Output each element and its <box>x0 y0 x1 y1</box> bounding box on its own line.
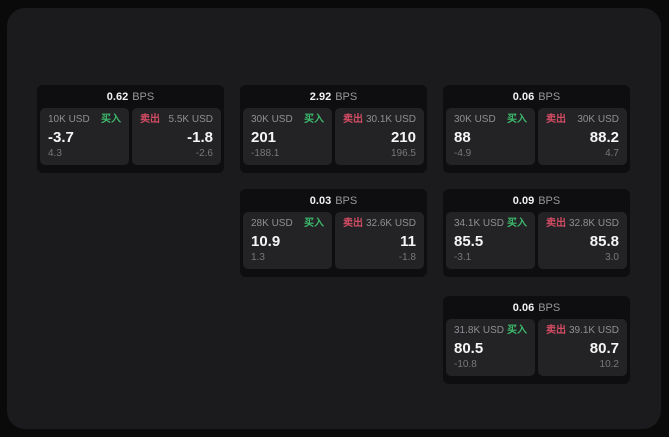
buy-delta: 1.3 <box>251 252 265 263</box>
buy-label: 买入 <box>101 114 121 125</box>
quote-card: 2.92 BPS 30K USD 买入 201 -188.1 卖出 30.1K … <box>240 85 427 173</box>
bps-value: 0.09 <box>512 194 535 207</box>
sell-price: 88.2 <box>589 129 619 146</box>
sell-amount: 30.1K USD <box>365 114 416 125</box>
card-header: 0.62 BPS <box>37 85 224 108</box>
buy-price: -3.7 <box>48 129 74 146</box>
bps-unit-label: BPS <box>538 90 561 103</box>
quote-card: 0.09 BPS 34.1K USD 买入 85.5 -3.1 卖出 32.8K… <box>443 189 630 277</box>
buy-amount: 30K USD <box>454 114 496 125</box>
card-header: 0.06 BPS <box>443 85 630 108</box>
sell-amount: 32.6K USD <box>365 218 416 229</box>
buy-price: 85.5 <box>454 233 484 250</box>
sell-price: -1.8 <box>187 129 213 146</box>
buy-delta: 4.3 <box>48 148 62 159</box>
buy-label: 买入 <box>507 114 527 125</box>
bps-unit-label: BPS <box>335 90 358 103</box>
sell-tile[interactable]: 卖出 39.1K USD 80.7 10.2 <box>538 319 627 376</box>
quote-card: 0.06 BPS 31.8K USD 买入 80.5 -10.8 卖出 39.1… <box>443 296 630 384</box>
buy-tile[interactable]: 28K USD 买入 10.9 1.3 <box>243 212 332 269</box>
sell-delta: 4.7 <box>605 148 619 159</box>
buy-tile[interactable]: 30K USD 买入 201 -188.1 <box>243 108 332 165</box>
sell-price: 210 <box>390 129 416 146</box>
buy-amount: 10K USD <box>48 114 90 125</box>
sell-amount: 39.1K USD <box>568 325 619 336</box>
buy-amount: 28K USD <box>251 218 293 229</box>
buy-tile[interactable]: 10K USD 买入 -3.7 4.3 <box>40 108 129 165</box>
card-header: 0.03 BPS <box>240 189 427 212</box>
sell-amount: 30K USD <box>577 114 619 125</box>
sell-tile[interactable]: 卖出 30K USD 88.2 4.7 <box>538 108 627 165</box>
buy-delta: -188.1 <box>251 148 280 159</box>
buy-tile[interactable]: 30K USD 买入 88 -4.9 <box>446 108 535 165</box>
quote-card: 0.03 BPS 28K USD 买入 10.9 1.3 卖出 32.6K US… <box>240 189 427 277</box>
bps-value: 0.03 <box>309 194 332 207</box>
bps-unit-label: BPS <box>538 194 561 207</box>
sell-tile[interactable]: 卖出 30.1K USD 210 196.5 <box>335 108 424 165</box>
sell-label: 卖出 <box>343 114 363 125</box>
buy-label: 买入 <box>507 218 527 229</box>
buy-amount: 31.8K USD <box>454 325 505 336</box>
sell-delta: 10.2 <box>599 359 619 370</box>
bps-value: 0.06 <box>512 90 535 103</box>
buy-amount: 34.1K USD <box>454 218 505 229</box>
buy-label: 买入 <box>507 325 527 336</box>
quote-card: 0.62 BPS 10K USD 买入 -3.7 4.3 卖出 5.5K USD… <box>37 85 224 173</box>
buy-price: 201 <box>251 129 277 146</box>
sell-delta: -2.6 <box>195 148 213 159</box>
sell-label: 卖出 <box>140 114 160 125</box>
card-header: 0.09 BPS <box>443 189 630 212</box>
bps-unit-label: BPS <box>335 194 358 207</box>
sell-tile[interactable]: 卖出 32.8K USD 85.8 3.0 <box>538 212 627 269</box>
quotes-panel: 0.62 BPS 10K USD 买入 -3.7 4.3 卖出 5.5K USD… <box>7 8 661 429</box>
sell-delta: 196.5 <box>390 148 416 159</box>
buy-price: 80.5 <box>454 340 484 357</box>
buy-delta: -3.1 <box>454 252 472 263</box>
buy-delta: -4.9 <box>454 148 472 159</box>
bps-value: 2.92 <box>309 90 332 103</box>
sell-price: 80.7 <box>589 340 619 357</box>
sell-label: 卖出 <box>343 218 363 229</box>
buy-tile[interactable]: 34.1K USD 买入 85.5 -3.1 <box>446 212 535 269</box>
buy-label: 买入 <box>304 218 324 229</box>
quote-card: 0.06 BPS 30K USD 买入 88 -4.9 卖出 30K USD 8… <box>443 85 630 173</box>
sell-amount: 32.8K USD <box>568 218 619 229</box>
buy-label: 买入 <box>304 114 324 125</box>
card-header: 0.06 BPS <box>443 296 630 319</box>
sell-delta: 3.0 <box>605 252 619 263</box>
buy-delta: -10.8 <box>454 359 477 370</box>
sell-tile[interactable]: 卖出 5.5K USD -1.8 -2.6 <box>132 108 221 165</box>
sell-label: 卖出 <box>546 114 566 125</box>
bps-value: 0.06 <box>512 301 535 314</box>
bps-unit-label: BPS <box>538 301 561 314</box>
bps-unit-label: BPS <box>132 90 155 103</box>
sell-price: 85.8 <box>589 233 619 250</box>
buy-price: 10.9 <box>251 233 281 250</box>
bps-value: 0.62 <box>106 90 129 103</box>
sell-amount: 5.5K USD <box>168 114 213 125</box>
sell-delta: -1.8 <box>398 252 416 263</box>
buy-price: 88 <box>454 129 471 146</box>
sell-label: 卖出 <box>546 325 566 336</box>
card-header: 2.92 BPS <box>240 85 427 108</box>
sell-label: 卖出 <box>546 218 566 229</box>
sell-price: 11 <box>400 233 416 250</box>
sell-tile[interactable]: 卖出 32.6K USD 11 -1.8 <box>335 212 424 269</box>
buy-tile[interactable]: 31.8K USD 买入 80.5 -10.8 <box>446 319 535 376</box>
buy-amount: 30K USD <box>251 114 293 125</box>
